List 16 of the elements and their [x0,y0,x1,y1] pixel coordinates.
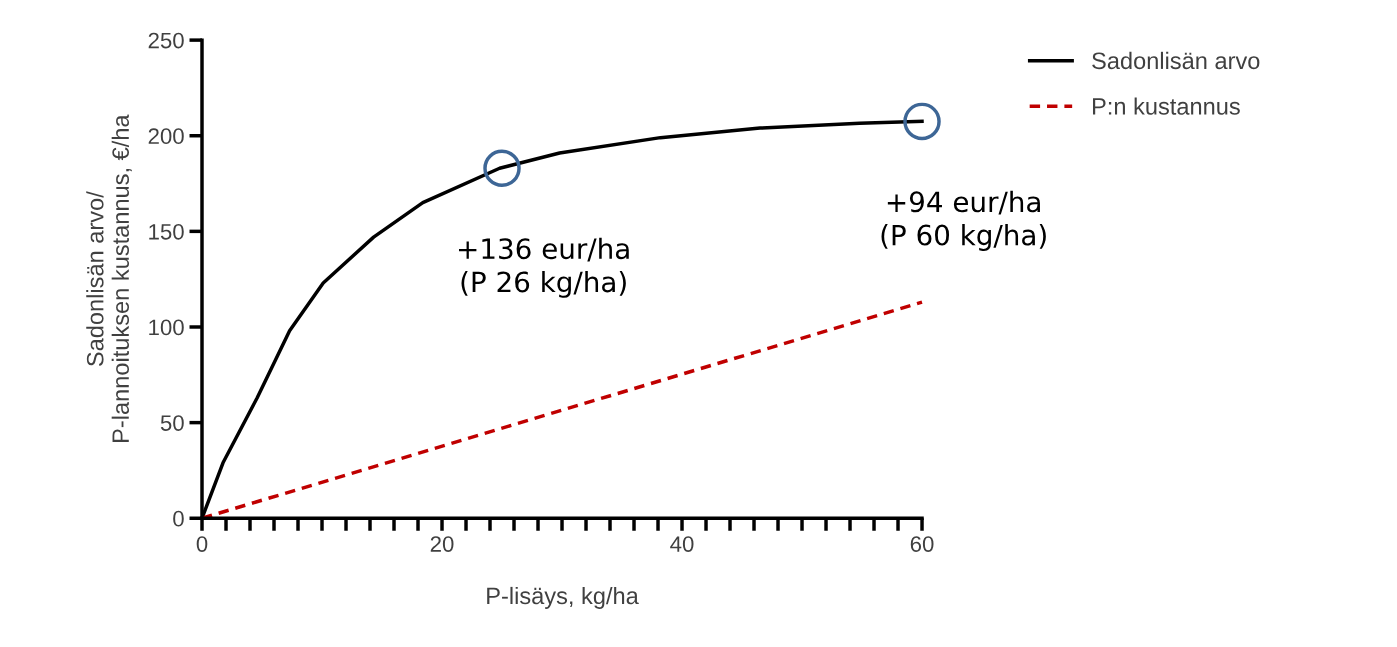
y-tick-label: 200 [148,128,184,145]
x-tick-label: 20 [430,536,454,552]
y-axis-title: Sadonlisän arvo/ P-lannoituksen kustannus, €/ha [86,114,132,442]
legend-label: P:n kustannus [1093,97,1240,115]
y-tick-label: 100 [149,319,184,336]
annotation: +94 eur/ha (P 60 kg/ha) [881,190,1046,251]
legend-label: Sadonlisän arvo [1092,51,1260,70]
x-axis-title: P-lisäys, kg/ha [487,586,639,609]
y-tick-label: 150 [149,223,184,240]
y-tick-label: 250 [148,32,184,49]
x-tick-label: 40 [670,536,694,552]
y-tick-label: 0 [173,510,184,527]
annotation: +136 eur/ha (P 26 kg/ha) [459,237,629,298]
y-tick-label: 50 [160,415,184,431]
x-tick-label: 60 [910,536,934,552]
x-tick-label: 0 [196,536,208,552]
